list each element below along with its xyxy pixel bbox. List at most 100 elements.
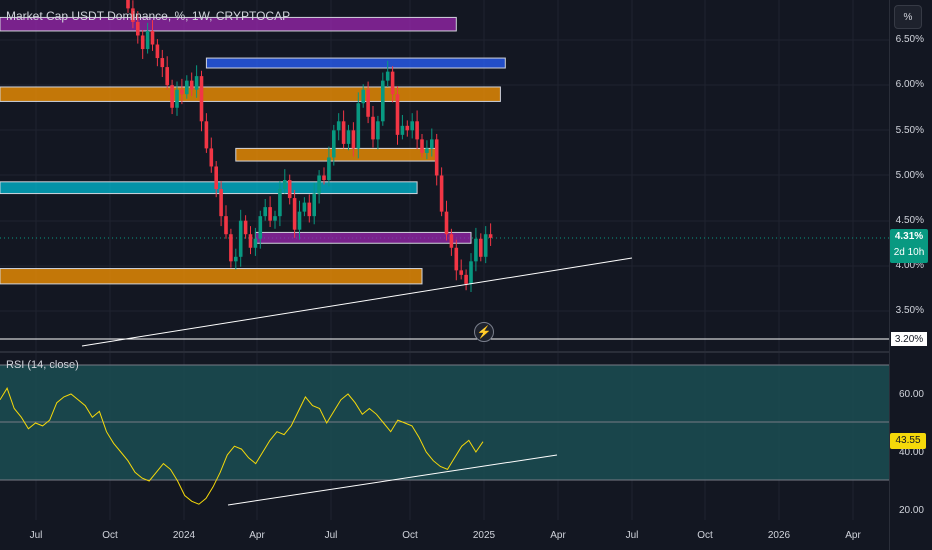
candle-body (317, 175, 321, 194)
price-axis-label: 4.50% (895, 215, 924, 226)
candle-body (327, 157, 331, 181)
rsi-axis-label: 60.00 (898, 389, 924, 400)
candle-body (273, 216, 277, 221)
candle-body (307, 202, 312, 217)
candle-body (346, 130, 351, 144)
trendlines (0, 257, 889, 506)
candle-body (248, 234, 253, 248)
time-axis-label: Oct (402, 530, 418, 541)
price-zone (205, 57, 506, 69)
candle-body (131, 8, 135, 22)
candle-body (155, 44, 160, 59)
candle-body (410, 121, 414, 131)
candle-body (332, 130, 336, 158)
time-axis-label: Apr (845, 530, 861, 541)
candle-body (199, 76, 204, 122)
candle-body (430, 139, 434, 149)
candle-body (258, 216, 263, 239)
candle-body (420, 139, 424, 153)
candle-body (474, 238, 478, 262)
candle-body (385, 71, 390, 81)
rsi-band (0, 364, 889, 481)
time-axis-label: Oct (697, 530, 713, 541)
candle-body (224, 216, 228, 235)
time-axis-label: Jul (324, 530, 338, 541)
rsi-line (0, 387, 484, 505)
price-zone (0, 268, 423, 285)
candle-body (439, 175, 444, 212)
candle-body (287, 180, 292, 199)
candle-body (483, 234, 488, 257)
candle-body (454, 247, 459, 271)
candle-body (229, 234, 233, 262)
rsi-polyline (0, 387, 484, 505)
candle-body (322, 175, 326, 181)
candle-body (214, 166, 218, 190)
current-price-tag: 4.31% 2d 10h (890, 229, 928, 263)
candle-body (194, 76, 199, 90)
time-axis-label: Apr (550, 530, 566, 541)
candle-body (170, 85, 174, 108)
time-axis-label: 2025 (472, 530, 496, 541)
candle-body (278, 189, 282, 217)
price-zone (235, 147, 438, 162)
candle-body (405, 125, 410, 131)
candle-body (479, 238, 483, 257)
rsi-axis-label: 20.00 (898, 505, 924, 516)
candle-body (253, 238, 258, 248)
candles (126, 0, 493, 293)
rsi-value-tag: 43.55 (890, 433, 926, 449)
candle-body (136, 21, 140, 36)
candle-body (150, 30, 155, 45)
candle-body (488, 234, 493, 238)
candle-body (234, 256, 238, 262)
price-zone (0, 86, 501, 102)
candle-body (175, 89, 179, 108)
chart-canvas[interactable] (0, 0, 889, 550)
candle-body (189, 80, 194, 90)
candle-body (400, 125, 405, 135)
candle-body (395, 94, 400, 135)
candle-body (444, 211, 449, 235)
price-axis-label: 5.50% (895, 125, 924, 136)
candle-body (361, 89, 365, 104)
candle-body (204, 121, 209, 149)
percent-scale-button[interactable]: % (894, 5, 922, 29)
candle-body (464, 274, 468, 284)
candle-body (366, 89, 370, 117)
price-axis-label: 6.50% (895, 34, 924, 45)
current-price: 4.31% (894, 231, 924, 242)
candle-body (449, 234, 454, 248)
candle-body (185, 80, 189, 95)
price-zone (254, 231, 472, 244)
candle-body (243, 220, 248, 235)
price-zones (0, 16, 506, 285)
bar-countdown: 2d 10h (893, 247, 925, 258)
candle-body (371, 116, 375, 140)
price-axis-label: 3.50% (895, 305, 924, 316)
candle-body (302, 202, 307, 212)
chart-title: Market Cap USDT Dominance, %, 1W, CRYPTO… (6, 9, 291, 23)
candle-body (209, 148, 214, 167)
candle-body (145, 30, 150, 50)
candle-body (283, 180, 287, 190)
flash-icon[interactable]: ⚡ (474, 322, 494, 342)
candle-body (165, 67, 169, 86)
candle-body (341, 121, 346, 144)
candle-body (390, 71, 395, 95)
candle-body (268, 207, 272, 221)
candle-body (297, 211, 302, 230)
price-axis[interactable] (889, 0, 932, 550)
horizontal-level-tag: 3.20% (890, 331, 928, 347)
candle-body (219, 189, 223, 217)
candle-body (469, 261, 473, 284)
time-axis-label: 2024 (172, 530, 196, 541)
rsi-indicator-title[interactable]: RSI (14, close) (6, 359, 79, 371)
candle-body (381, 80, 385, 122)
candle-body (292, 198, 297, 230)
candle-body (336, 121, 341, 131)
time-axis-label: Jul (29, 530, 43, 541)
price-trendline (81, 257, 633, 347)
candle-body (459, 270, 463, 275)
candle-body (126, 0, 130, 9)
